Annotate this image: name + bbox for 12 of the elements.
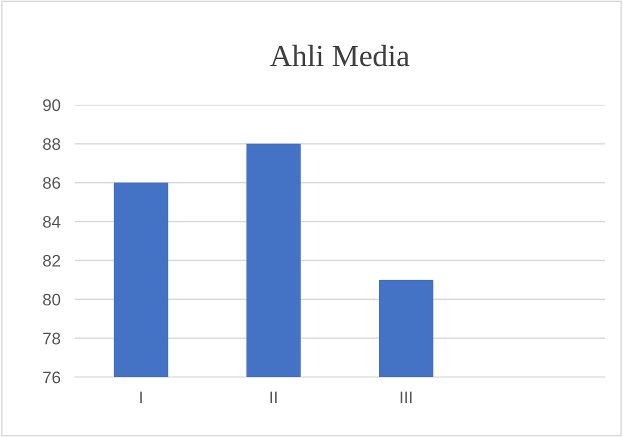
chart-title: Ahli Media bbox=[270, 44, 410, 66]
x-tick-label: I bbox=[140, 392, 142, 404]
y-tick-label: 86 bbox=[43, 177, 60, 189]
y-tick-label: 90 bbox=[43, 99, 60, 112]
y-tick-label: 82 bbox=[43, 254, 60, 267]
y-tick-label: 88 bbox=[43, 138, 60, 150]
y-tick-label: 84 bbox=[43, 216, 60, 228]
y-tick-label: 76 bbox=[43, 372, 60, 384]
x-tick-label: III bbox=[400, 392, 412, 404]
y-tick-label: 80 bbox=[43, 294, 60, 306]
x-tick-label: II bbox=[270, 392, 277, 404]
y-tick-label: 78 bbox=[43, 332, 60, 344]
